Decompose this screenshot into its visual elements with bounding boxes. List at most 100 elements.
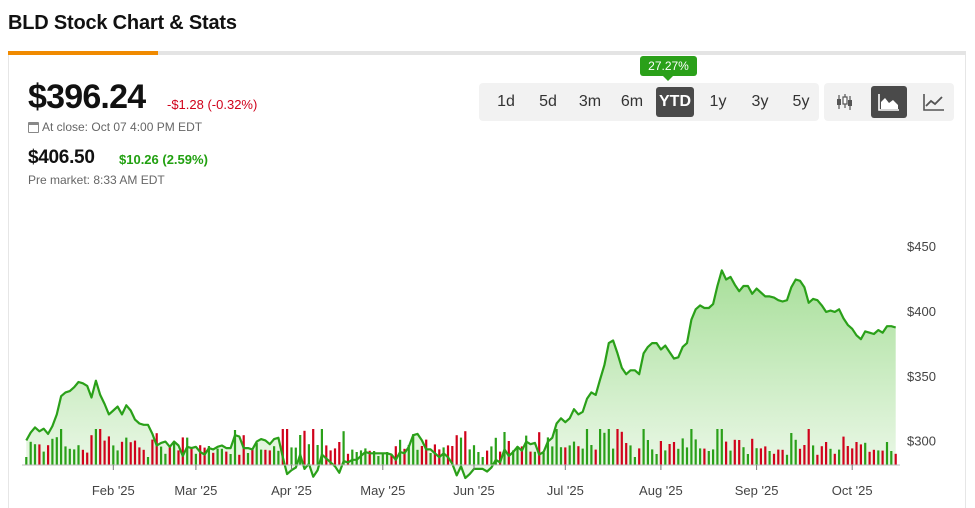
volume-bar [238,454,241,465]
volume-bar [533,451,536,465]
volume-bar [212,452,215,465]
volume-bar [820,446,823,465]
volume-bar [133,440,137,465]
volume-bar [529,451,532,465]
volume-bar [38,444,41,465]
x-tick-label: Mar '25 [174,483,217,498]
candlestick-icon [837,94,852,110]
volume-bar [60,429,63,465]
range-6m[interactable]: 6m [620,93,644,110]
volume-bar [577,446,580,465]
volume-bar [333,448,337,465]
volume-bar [877,450,880,465]
range-1d[interactable]: 1d [497,93,515,110]
range-5d[interactable]: 5d [539,93,557,110]
volume-bar [390,454,393,465]
volume-bar [325,445,328,465]
volume-bar [707,451,710,465]
volume-bar [55,437,58,465]
area-chart-button[interactable] [871,86,907,118]
volume-bar [746,454,749,465]
volume-bar [251,448,254,465]
y-tick-label: $350 [907,369,936,384]
ytd-return-badge: 27.27% [640,56,697,81]
volume-bar [281,429,284,465]
range-selector: 1d 5d 3m 6m YTD 1y 3y 5y [479,83,819,121]
volume-bar [716,429,719,465]
volume-bar [868,451,871,465]
volume-bar [277,450,280,465]
line-chart-button[interactable] [916,86,952,118]
volume-bar [290,447,293,465]
volume-bar [207,446,210,465]
x-tick-label: Oct '25 [832,483,873,498]
volume-bar [425,439,428,465]
volume-bar [894,453,897,465]
volume-bar [264,449,267,465]
range-5y[interactable]: 5y [792,93,810,110]
volume-bar [490,446,493,465]
volume-bar [181,437,184,465]
volume-bar [94,429,97,465]
volume-bar [129,442,132,465]
y-tick-label: $400 [907,304,936,319]
volume-bar [785,454,789,465]
volume-bar [551,446,554,465]
range-1y[interactable]: 1y [709,93,727,110]
volume-bar [47,445,50,465]
volume-bar [142,449,145,465]
volume-bar [320,429,323,465]
volume-bar [190,448,193,465]
volume-bar [677,448,680,465]
volume-bar [790,433,793,465]
volume-bar [738,440,741,465]
volume-bar [642,429,645,465]
volume-bar [186,437,189,465]
volume-bar [416,449,419,465]
volume-bar [481,457,484,465]
chart-type-selector [824,83,954,121]
volume-bar [99,429,102,465]
volume-bar [299,435,302,465]
volume-bar [112,445,115,465]
volume-bar [568,445,571,465]
volume-bar [386,452,389,465]
volume-bar [107,436,110,465]
volume-bar [29,441,32,465]
candlestick-button[interactable] [826,86,862,118]
volume-bar [846,446,849,465]
volume-bar [312,429,315,465]
range-3y[interactable]: 3y [751,93,769,110]
volume-bar [451,446,454,465]
price-line [25,269,897,480]
volume-bar [346,453,350,465]
range-ytd[interactable]: YTD [656,87,694,117]
volume-bar [812,445,815,465]
x-tick-label: Aug '25 [639,483,683,498]
current-price: $396.24 [28,78,146,116]
volume-bar [755,448,758,465]
volume-bar [303,430,306,465]
volume-bar [703,448,706,465]
volume-bar [25,457,28,465]
volume-bar [559,447,563,465]
volume-bar [429,453,432,465]
volume-bar [138,447,141,465]
volume-bar [599,429,602,465]
volume-bar [672,442,676,465]
volume-bar [512,450,515,465]
volume-bar [885,442,889,465]
volume-bar [246,453,250,465]
volume-bar [699,448,702,465]
volume-bar [620,431,623,465]
volume-bar [712,449,715,465]
volume-layer [25,429,897,465]
x-tick-label: Jun '25 [453,483,495,498]
volume-bar [455,435,458,465]
range-3m[interactable]: 3m [578,93,602,110]
volume-bar [607,429,610,465]
volume-bar [307,444,310,465]
volume-bar [594,449,597,465]
price-change: -$1.28 (-0.32%) [167,97,258,112]
